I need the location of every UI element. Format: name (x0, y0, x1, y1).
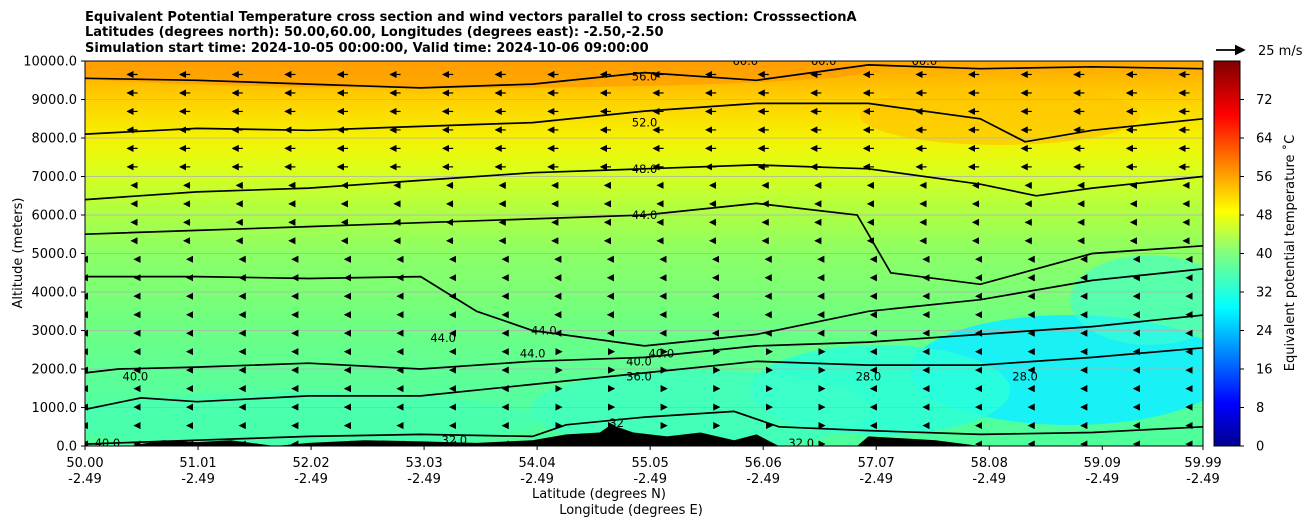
contour-label: 48.0 (632, 162, 658, 176)
x-tick-label-longitude: -2.49 (68, 472, 102, 487)
y-tick-label: 9000.0 (32, 93, 78, 108)
y-tick-label: 6000.0 (32, 209, 78, 224)
chart-title-line-1: Equivalent Potential Temperature cross s… (85, 10, 857, 25)
colorbar-tick-label: 40 (1256, 247, 1273, 262)
colorbar-tick-label: 64 (1256, 132, 1273, 147)
y-tick-label: 7000.0 (32, 170, 78, 185)
contour-label: 44.0 (531, 324, 557, 338)
contour-label: 40.0 (123, 370, 149, 384)
colorbar-label: Equivalent potential temperature ˚C (1282, 135, 1298, 371)
x-tick-label-longitude: -2.49 (633, 472, 667, 487)
x-tick-label-longitude: -2.49 (181, 472, 215, 487)
x-tick-label-longitude: -2.49 (1186, 472, 1220, 487)
y-tick-label: 5000.0 (32, 247, 78, 262)
chart-title-line-3: Simulation start time: 2024-10-05 00:00:… (85, 41, 649, 56)
x-tick-label-latitude: 52.02 (292, 456, 329, 471)
terrain-silhouette (85, 424, 1203, 446)
contour-label: 52.0 (632, 116, 658, 130)
plot-area: 40.040.032.044.044.044.040.040.036.03232… (85, 54, 1203, 450)
y-tick-label: 10000.0 (23, 55, 77, 70)
x-axis-ticks: 50.00-2.4951.01-2.4952.02-2.4953.03-2.49… (66, 446, 1222, 487)
x-axis-label-latitude: Latitude (degrees N) (532, 487, 666, 502)
x-tick-label-longitude: -2.49 (746, 472, 780, 487)
colorbar (1213, 60, 1241, 447)
contour-label: 56.0 (632, 69, 658, 83)
x-tick-label-longitude: -2.49 (1085, 472, 1119, 487)
contour-label: 44.0 (520, 347, 546, 361)
contour-label: 44.0 (632, 208, 658, 222)
y-axis-label: Altitude (meters) (11, 198, 26, 309)
contour-label: 28.0 (1012, 370, 1038, 384)
x-tick-label-longitude: -2.49 (972, 472, 1006, 487)
colorbar-tick-label: 72 (1256, 93, 1273, 108)
x-tick-label-latitude: 59.99 (1184, 456, 1221, 471)
y-tick-label: 1000.0 (32, 401, 78, 416)
quiver-key-label: 25 m/s (1258, 44, 1303, 59)
wind-vectors (85, 70, 1193, 446)
y-tick-label: 8000.0 (32, 132, 78, 147)
colorbar-tick-label: 24 (1256, 324, 1273, 339)
contour-line-40 (85, 314, 1203, 374)
chart-title-line-2: Latitudes (degrees north): 50.00,60.00, … (85, 25, 664, 40)
contour-label: 44.0 (430, 331, 456, 345)
contour-label: 28.0 (856, 370, 882, 384)
x-tick-label-latitude: 50.00 (66, 456, 103, 471)
x-tick-label-latitude: 53.03 (405, 456, 442, 471)
colorbar-tick-label: 8 (1256, 401, 1264, 416)
warm-region-north (860, 85, 1140, 145)
x-tick-label-latitude: 54.04 (519, 456, 556, 471)
contour-label: 32.0 (442, 433, 468, 447)
contour-label: 40.0 (649, 347, 675, 361)
contour-line-56 (85, 64, 1203, 89)
cool-region-upper (1070, 255, 1203, 345)
contour-labels: 40.040.032.044.044.044.040.040.036.03232… (95, 54, 1038, 450)
contour-label: 60.0 (811, 54, 837, 68)
x-tick-label-longitude: -2.49 (294, 472, 328, 487)
colorbar-tick-label: 0 (1256, 440, 1264, 455)
contour-label: 60.0 (732, 54, 758, 68)
contour-line-44 (85, 202, 1203, 286)
contour-line-36 (85, 346, 1203, 411)
x-tick-label-latitude: 55.05 (632, 456, 669, 471)
contour-label: 60.0 (912, 54, 938, 68)
colorbar-tick-label: 56 (1256, 170, 1273, 185)
x-tick-label-longitude: -2.49 (859, 472, 893, 487)
colorbar-tick-label: 16 (1256, 363, 1273, 378)
x-tick-label-latitude: 56.06 (745, 456, 782, 471)
x-tick-label-latitude: 58.08 (971, 456, 1008, 471)
colorbar-tick-label: 48 (1256, 209, 1273, 224)
contour-line-44 (85, 268, 1203, 347)
y-tick-label: 2000.0 (32, 363, 78, 378)
x-tick-label-longitude: -2.49 (520, 472, 554, 487)
cool-region-low (85, 392, 540, 446)
contour-label: 40.0 (626, 354, 652, 368)
contour-label: 32 (609, 416, 624, 430)
y-tick-label: 0.0 (56, 440, 77, 455)
x-tick-label-latitude: 51.01 (179, 456, 216, 471)
contour-label: 32.0 (788, 436, 814, 450)
x-tick-label-latitude: 57.07 (858, 456, 895, 471)
contour-label: 36.0 (626, 370, 652, 384)
x-tick-label-longitude: -2.49 (407, 472, 441, 487)
y-tick-label: 4000.0 (32, 286, 78, 301)
contour-line-32 (85, 410, 1203, 445)
x-axis-label-longitude: Longitude (degrees E) (559, 503, 703, 518)
contour-label: 40.0 (95, 436, 121, 450)
y-tick-label: 3000.0 (32, 324, 78, 339)
y-axis-ticks: 0.0 1000.0 2000.0 3000.0 4000.0 5000.0 6000.0 7… (23, 55, 85, 455)
colorbar-tick-label: 32 (1256, 286, 1273, 301)
x-tick-label-latitude: 59.09 (1084, 456, 1121, 471)
warm-region-top (85, 61, 870, 88)
colorbar-ticks: 0 8 16 24 32 40 48 56 64 72 (1240, 93, 1273, 455)
